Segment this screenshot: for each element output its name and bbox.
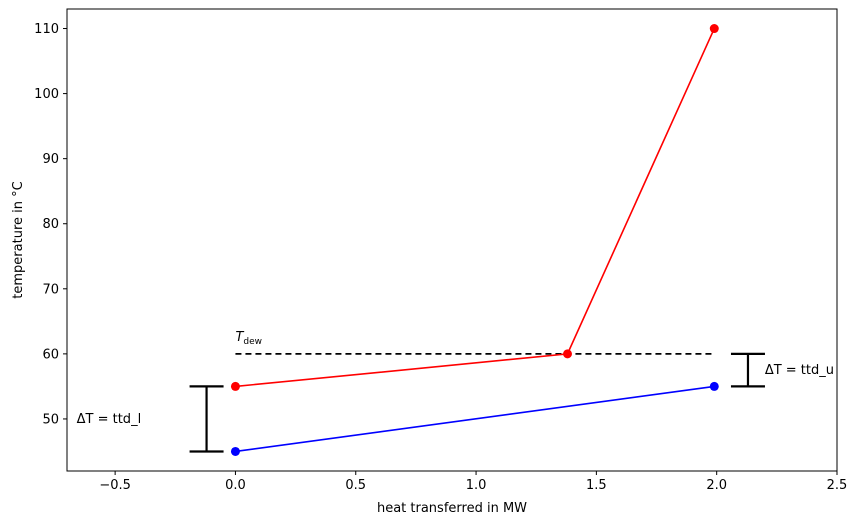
x-axis: −0.5 0.0 0.5 1.0 1.5 2.0 2.5	[99, 471, 847, 493]
ttd-u-label: ΔT = ttd_u	[765, 363, 834, 378]
ttd-u-bar	[730, 352, 765, 388]
data-point	[230, 446, 240, 456]
y-axis-label: temperature in °C	[11, 181, 26, 298]
y-tick-label: 50	[42, 412, 59, 427]
x-tick-label: −0.5	[99, 478, 131, 493]
x-tick-label: 2.5	[827, 478, 848, 493]
dew-label-main: T	[235, 330, 244, 345]
dew-label: Tdew	[235, 330, 262, 347]
x-tick-label: 0.5	[345, 478, 366, 493]
y-tick-label: 110	[34, 22, 59, 37]
y-tick-label: 80	[42, 217, 59, 232]
y-tick-label: 70	[42, 282, 59, 297]
data-point	[563, 349, 572, 359]
x-tick-label: 2.0	[706, 478, 727, 493]
dew-label-subscript: dew	[243, 337, 262, 347]
data-point	[709, 24, 719, 34]
data-point	[230, 381, 240, 391]
series-line-0	[235, 28, 716, 388]
ttd-l-label: ΔT = ttd_l	[77, 412, 142, 427]
series-line-1	[235, 385, 715, 453]
y-axis: 50 60 70 80 90 100 110	[34, 22, 67, 427]
x-tick-label: 1.5	[586, 478, 607, 493]
ttd-l-bar	[189, 385, 224, 453]
y-tick-label: 60	[42, 347, 59, 362]
series-layer	[230, 24, 719, 456]
data-point	[709, 381, 719, 391]
x-axis-label: heat transferred in MW	[377, 501, 527, 516]
x-tick-label: 0.0	[225, 478, 246, 493]
x-tick-label: 1.0	[466, 478, 487, 493]
plot-frame	[66, 8, 838, 472]
y-tick-label: 90	[42, 152, 59, 167]
y-tick-label: 100	[34, 87, 59, 102]
annotation-layer: Tdew ΔT = ttd_l ΔT = ttd_u	[77, 330, 834, 453]
